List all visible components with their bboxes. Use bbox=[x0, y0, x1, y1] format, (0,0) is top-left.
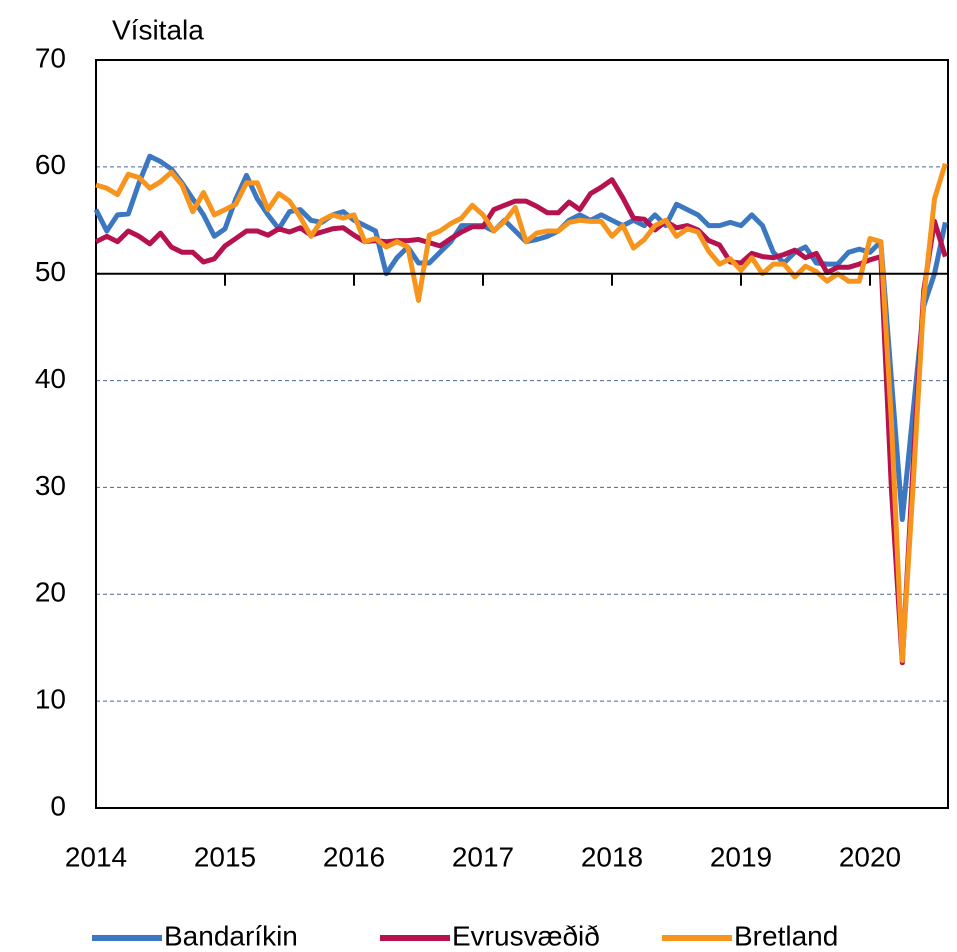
y-axis-label: Vísitala bbox=[112, 14, 204, 45]
x-tick-label: 2019 bbox=[710, 841, 772, 872]
y-tick-label: 50 bbox=[35, 256, 66, 287]
y-tick-label: 10 bbox=[35, 684, 66, 715]
series-line bbox=[95, 162, 948, 663]
y-tick-label: 40 bbox=[35, 363, 66, 394]
x-tick-label: 2017 bbox=[452, 841, 514, 872]
series-line bbox=[93, 153, 948, 522]
legend-label: Bretland bbox=[734, 920, 838, 951]
x-tick-label: 2016 bbox=[323, 841, 385, 872]
y-tick-label: 0 bbox=[50, 790, 66, 821]
y-tick-label: 30 bbox=[35, 470, 66, 501]
x-tick-label: 2015 bbox=[194, 841, 256, 872]
legend-label: Evrusvæðið bbox=[452, 920, 600, 951]
x-tick-label: 2020 bbox=[839, 841, 901, 872]
series-line bbox=[94, 177, 948, 666]
y-tick-label: 60 bbox=[35, 149, 66, 180]
legend-label: Bandaríkin bbox=[164, 920, 298, 951]
plot-frame bbox=[95, 59, 949, 809]
x-tick-label: 2014 bbox=[65, 841, 127, 872]
x-tick-label: 2018 bbox=[581, 841, 643, 872]
y-tick-label: 70 bbox=[35, 42, 66, 73]
y-tick-label: 20 bbox=[35, 577, 66, 608]
